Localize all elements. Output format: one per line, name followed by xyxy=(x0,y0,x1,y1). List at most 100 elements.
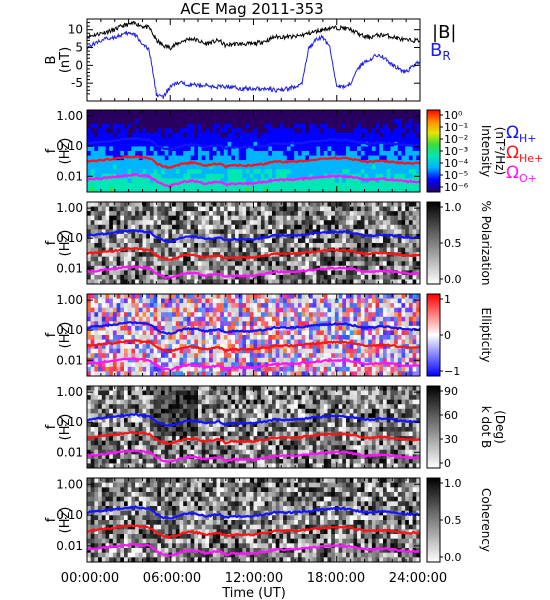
spectrogram-cell xyxy=(290,243,295,248)
spectrogram-cell xyxy=(379,233,384,239)
spectrogram-cell xyxy=(371,164,376,170)
spectrogram-cell xyxy=(205,371,210,377)
spectrogram-cell xyxy=(301,307,306,313)
spectrogram-cell xyxy=(279,247,284,253)
spectrogram-cell xyxy=(242,128,247,134)
spectrogram-cell xyxy=(153,238,158,244)
spectrogram-cell xyxy=(238,220,243,226)
spectrogram-cell xyxy=(394,173,399,179)
spectrogram-cell xyxy=(186,211,191,217)
spectrogram-cell xyxy=(109,151,114,156)
spectrogram-cell xyxy=(268,164,273,170)
spectrogram-cell xyxy=(157,335,162,340)
spectrogram-cell xyxy=(175,252,180,258)
spectrogram-cell xyxy=(223,114,228,120)
spectrogram-cell xyxy=(146,233,151,239)
spectrogram-cell xyxy=(383,238,388,244)
spectrogram-cell xyxy=(198,206,203,212)
spectrogram-cell xyxy=(305,303,310,309)
spectrogram-cell xyxy=(157,339,162,345)
spectrogram-cell xyxy=(149,160,154,166)
spectrogram-cell xyxy=(327,160,332,166)
spectrogram-cell xyxy=(175,270,180,276)
spectrogram-cell xyxy=(290,247,295,253)
spectrogram-cell xyxy=(220,256,225,262)
spectrogram-cell xyxy=(286,137,291,143)
spectrogram-cell xyxy=(212,220,217,226)
spectrogram-cell xyxy=(334,123,339,129)
spectrogram-cell xyxy=(364,182,369,188)
spectrogram-cell xyxy=(227,270,232,276)
spectrogram-cell xyxy=(323,128,328,134)
spectrogram-cell xyxy=(146,164,151,170)
spectrogram-cell xyxy=(94,178,99,184)
spectrogram-cell xyxy=(334,330,339,336)
spectrogram-cell xyxy=(161,215,166,221)
spectrogram-cell xyxy=(316,132,321,138)
spectrogram-cell xyxy=(379,206,384,212)
spectrogram-cell xyxy=(316,371,321,377)
spectrogram-cell xyxy=(346,220,351,226)
spectrogram-cell xyxy=(94,371,99,377)
spectrogram-cell xyxy=(357,137,362,143)
spectrogram-cell xyxy=(90,294,95,299)
spectrogram-cell xyxy=(253,182,258,188)
cyclotron-line-h xyxy=(86,229,421,244)
spectrogram-cell xyxy=(312,371,317,377)
spectrogram-cell xyxy=(253,173,258,179)
spectrogram-cell xyxy=(301,114,306,120)
spectrogram-cell xyxy=(90,114,95,120)
spectrogram-cell xyxy=(286,110,291,115)
spectrogram-cell xyxy=(120,307,125,313)
spectrogram-cell xyxy=(405,155,410,161)
spectrogram-cell xyxy=(194,265,199,271)
spectrogram-cell xyxy=(253,261,258,267)
spectrogram-cell xyxy=(242,362,247,368)
spectrogram-cell xyxy=(394,224,399,230)
spectrogram-cell xyxy=(142,187,147,193)
spectrogram-cell xyxy=(257,344,262,350)
spectrogram-cell xyxy=(357,321,362,327)
spectrogram-cell xyxy=(138,238,143,244)
spectrogram-cell xyxy=(112,316,117,322)
spectrogram-cell xyxy=(379,128,384,134)
spectrogram-cell xyxy=(168,265,173,271)
spectrogram-cell xyxy=(272,256,277,262)
spectrogram-cell xyxy=(216,119,221,125)
spectrogram-cell xyxy=(286,238,291,244)
spectrogram-cell xyxy=(209,330,214,336)
spectrogram-cell xyxy=(235,202,240,207)
spectrogram-cell xyxy=(323,160,328,166)
spectrogram-cell xyxy=(316,353,321,359)
spectrogram-cell xyxy=(346,132,351,138)
spectrogram-cell xyxy=(275,335,280,340)
spectrogram-cell xyxy=(283,353,288,359)
spectrogram-cell xyxy=(198,178,203,184)
spectrogram-cell xyxy=(268,128,273,134)
spectrogram-cell xyxy=(227,164,232,170)
spectrogram-cell xyxy=(190,110,195,115)
spectrogram-cell xyxy=(353,151,358,156)
spectrogram-cell xyxy=(124,220,129,226)
spectrogram-cell xyxy=(212,238,217,244)
spectrogram-cell xyxy=(386,270,391,276)
spectrogram-cell xyxy=(212,330,217,336)
spectrogram-cell xyxy=(249,178,254,184)
spectrogram-cell xyxy=(301,224,306,230)
spectrogram-cell xyxy=(212,141,217,147)
spectrogram-cell xyxy=(149,270,154,276)
spectrogram-cell xyxy=(357,238,362,244)
spectrogram-cell xyxy=(231,155,236,161)
spectrogram-cell xyxy=(220,220,225,226)
spectrogram-cell xyxy=(301,316,306,322)
spectrogram-cell xyxy=(94,206,99,212)
spectrogram-cell xyxy=(283,274,288,280)
spectrogram-cell xyxy=(390,366,395,372)
spectrogram-cell xyxy=(238,316,243,322)
spectrogram-cell xyxy=(368,224,373,230)
spectrogram-cell xyxy=(142,182,147,188)
spectrogram-cell xyxy=(272,123,277,129)
spectrogram-cell xyxy=(101,294,106,299)
spectrogram-cell xyxy=(408,215,413,221)
spectrogram-cell xyxy=(135,303,140,309)
